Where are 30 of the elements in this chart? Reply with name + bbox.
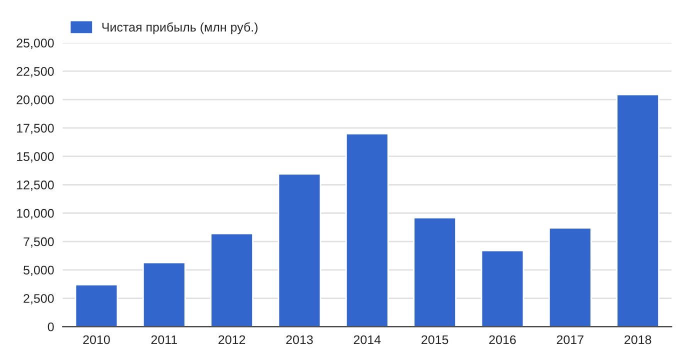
x-tick-label: 2018 (624, 335, 652, 344)
bar (142, 262, 186, 327)
x-tick-label: 2015 (422, 335, 448, 344)
x-tick-label: 2013 (286, 335, 313, 344)
x-tick-label: 2014 (354, 335, 381, 344)
y-tick-label: 20,000 (16, 95, 54, 106)
x-tick-label: 2010 (83, 335, 110, 344)
legend-label: Чистая прибыль (млн руб.) (102, 22, 258, 34)
y-tick-label: 5,000 (24, 266, 54, 276)
bar (548, 227, 592, 327)
y-tick-label: 22,500 (16, 67, 54, 78)
y-tick-label: 12,500 (17, 180, 54, 191)
y-tick-label: 25,000 (16, 38, 54, 49)
bar (210, 232, 254, 327)
y-tick-label: 17,500 (17, 124, 54, 134)
bar (74, 284, 118, 327)
bar (413, 216, 456, 327)
bar (345, 132, 389, 327)
x-tick-label: 2017 (556, 335, 584, 344)
y-tick-label: 10,000 (17, 208, 54, 220)
x-tick-label: 2011 (151, 335, 177, 344)
y-tick-label: 2,500 (24, 294, 54, 304)
y-tick-label: 0 (48, 322, 54, 332)
x-tick-label: 2012 (218, 335, 246, 344)
y-tick-label: 15,000 (17, 152, 54, 162)
bar (616, 94, 660, 327)
x-tick-label: 2016 (489, 335, 516, 344)
bar (480, 250, 524, 327)
bar (278, 173, 322, 327)
y-tick-label: 7,500 (24, 237, 54, 248)
